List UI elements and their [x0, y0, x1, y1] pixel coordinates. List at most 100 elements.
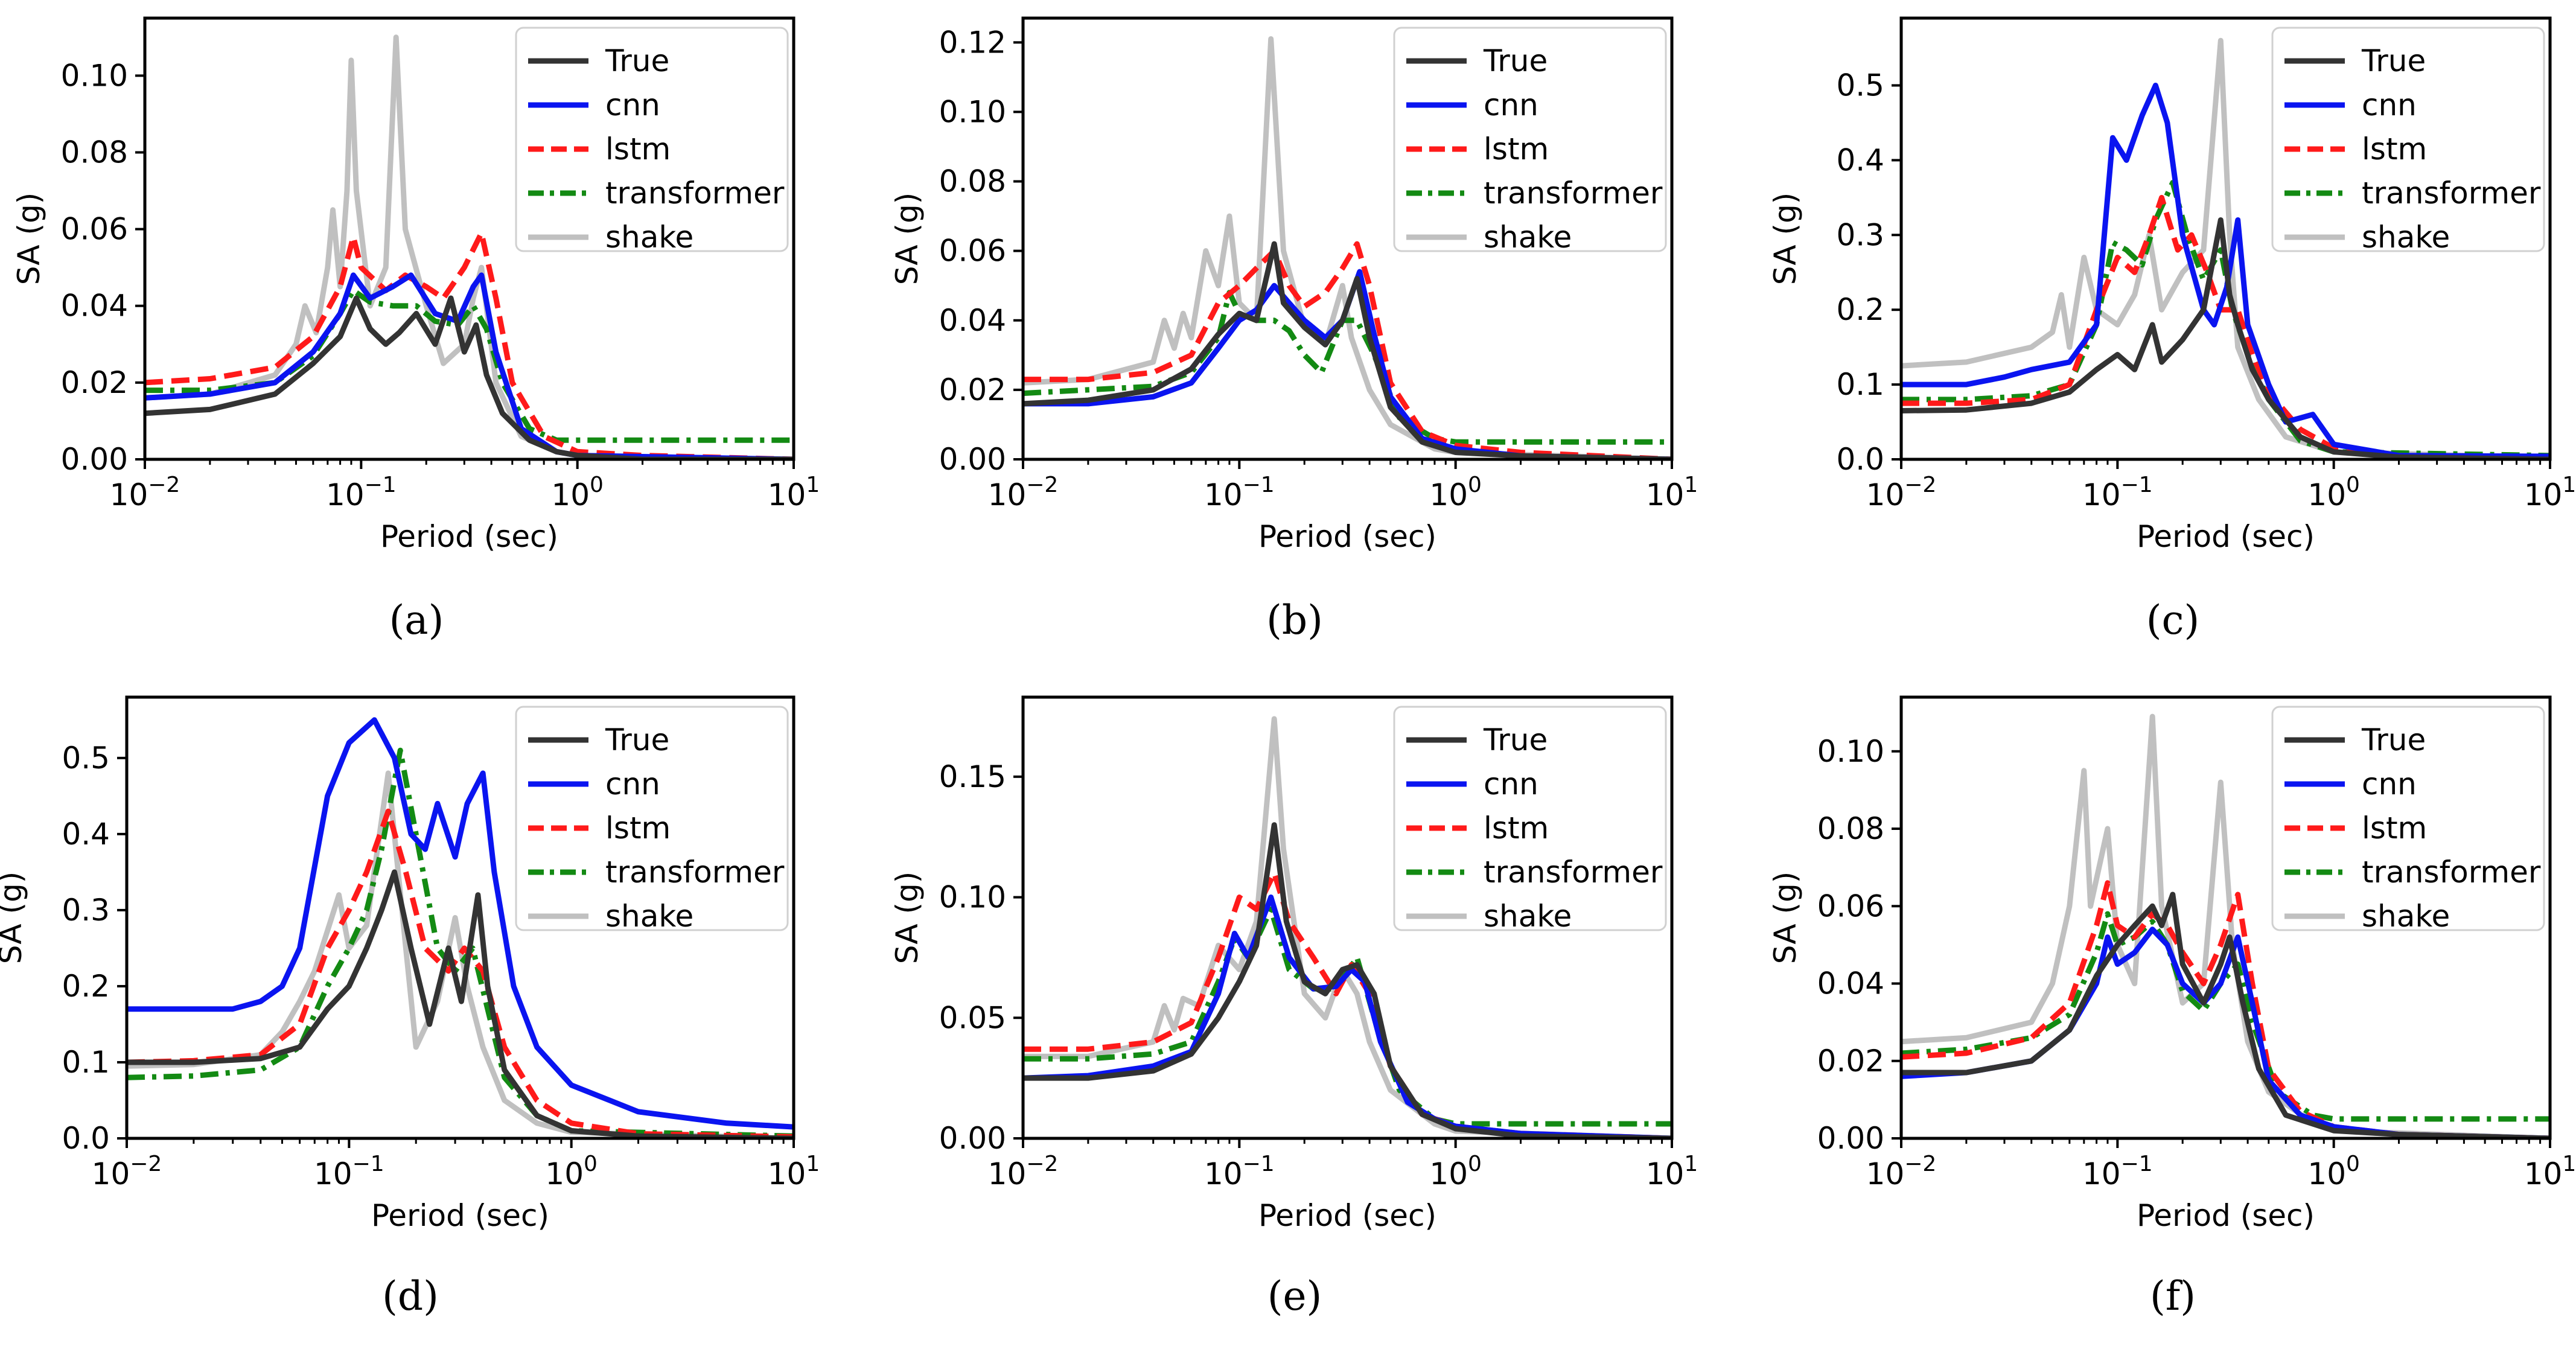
- x-tick-label: 10−2: [92, 1152, 162, 1191]
- x-tick-label: 10−1: [314, 1152, 384, 1191]
- x-tick-label: 101: [768, 473, 820, 512]
- y-axis-label: SA (g): [1768, 193, 1803, 285]
- legend-label-shake: shake: [2362, 220, 2450, 255]
- x-tick-label: 10−1: [2082, 1152, 2153, 1191]
- legend-label-transformer: transformer: [605, 855, 785, 890]
- y-tick-label: 0.10: [939, 880, 1006, 915]
- series-true-line: [1023, 822, 1672, 1138]
- legend-label-shake: shake: [605, 899, 693, 934]
- series-lstm-line: [145, 230, 794, 459]
- legend-label-transformer: transformer: [1484, 855, 1663, 890]
- x-tick-label: 10−1: [1204, 1152, 1275, 1191]
- y-tick-label: 0.06: [1817, 888, 1884, 923]
- series-cnn-line: [1023, 895, 1672, 1138]
- legend-label-true: True: [2361, 43, 2426, 78]
- y-tick-label: 0.2: [62, 969, 110, 1004]
- legend-label-cnn: cnn: [2362, 88, 2417, 123]
- y-tick-label: 0.06: [939, 234, 1006, 269]
- legend-label-true: True: [1483, 43, 1548, 78]
- x-axis-label: Period (sec): [380, 519, 558, 554]
- y-tick-label: 0.2: [1836, 292, 1884, 327]
- panel-caption: (c): [2146, 597, 2199, 643]
- plot-frame: [1899, 16, 2552, 461]
- panel-caption: (a): [389, 597, 444, 643]
- series-cnn-line: [1901, 83, 2550, 459]
- legend-label-true: True: [605, 43, 669, 78]
- legend-label-true: True: [2361, 722, 2426, 757]
- panel-f: 0.00 0.02 0.04 0.06 0.08 0.10 10−2 10−1 100 101 Pe…: [1768, 695, 2576, 1319]
- x-tick-label: 101: [2524, 473, 2576, 512]
- x-axis-label: Period (sec): [2137, 1198, 2315, 1233]
- y-tick-label: 0.05: [939, 1000, 1006, 1035]
- y-tick-label: 0.1: [1836, 367, 1884, 402]
- legend-label-lstm: lstm: [605, 811, 671, 846]
- panel-e: 0.00 0.05 0.10 0.15 10−2 10−1 100 101 Period (se…: [890, 695, 1698, 1319]
- legend-label-lstm: lstm: [2362, 132, 2427, 167]
- y-tick-label: 0.4: [62, 817, 110, 852]
- legend-label-shake: shake: [1484, 220, 1572, 255]
- series-group: [1901, 713, 2550, 1138]
- x-tick-label: 10−2: [1866, 1152, 1937, 1191]
- y-tick-label: 0.06: [61, 212, 128, 247]
- y-tick-label: 0.00: [939, 442, 1006, 477]
- panel-caption: (d): [382, 1273, 439, 1319]
- series-transformer-line: [1023, 907, 1672, 1127]
- x-tick-label: 10−2: [988, 1152, 1059, 1191]
- y-tick-label: 0.08: [1817, 811, 1884, 846]
- legend-label-transformer: transformer: [605, 176, 785, 211]
- legend-label-shake: shake: [2362, 899, 2450, 934]
- y-axis-label: SA (g): [0, 872, 28, 965]
- panel-caption: (e): [1267, 1273, 1322, 1319]
- legend-label-cnn: cnn: [1484, 767, 1538, 802]
- y-tick-label: 0.02: [939, 372, 1006, 407]
- x-tick-label: 10−1: [2082, 473, 2153, 512]
- legend-label-true: True: [605, 722, 669, 757]
- x-tick-label: 101: [1646, 473, 1698, 512]
- series-group: [127, 717, 794, 1138]
- series-shake-line: [127, 770, 794, 1138]
- panel-caption: (f): [2150, 1273, 2196, 1319]
- y-tick-label: 0.5: [62, 741, 110, 776]
- series-cnn-line: [127, 717, 794, 1130]
- y-axis-label: SA (g): [890, 872, 925, 965]
- series-group: [145, 34, 794, 459]
- series-shake-line: [1023, 716, 1672, 1138]
- series-group: [1023, 36, 1672, 459]
- y-tick-label: 0.10: [61, 58, 128, 93]
- legend-label-lstm: lstm: [605, 132, 671, 167]
- series-true-line: [1023, 241, 1672, 459]
- series-transformer-line: [127, 747, 794, 1138]
- y-tick-label: 0.4: [1836, 142, 1884, 177]
- panel-caption: (b): [1266, 597, 1323, 643]
- y-tick-label: 0.02: [1817, 1044, 1884, 1079]
- panel-c: 0.0 0.1 0.2 0.3 0.4 0.5 10−2 10−1 100 101 Period (…: [1768, 16, 2576, 643]
- x-tick-label: 100: [551, 473, 604, 512]
- series-transformer-line: [145, 287, 794, 443]
- x-tick-label: 10−1: [326, 473, 397, 512]
- x-tick-label: 101: [768, 1152, 820, 1191]
- y-axis-label: SA (g): [1768, 872, 1803, 965]
- series-true-line: [1901, 217, 2550, 459]
- series-true-line: [145, 295, 794, 459]
- plot-frame: [1899, 695, 2552, 1140]
- y-tick-label: 0.08: [61, 135, 128, 170]
- y-tick-label: 0.04: [1817, 966, 1884, 1001]
- x-axis-label: Period (sec): [2137, 519, 2315, 554]
- legend-label-cnn: cnn: [605, 767, 660, 802]
- legend-label-cnn: cnn: [605, 88, 660, 123]
- legend-label-lstm: lstm: [1484, 811, 1549, 846]
- x-tick-label: 10−2: [110, 473, 180, 512]
- y-tick-label: 0.00: [1817, 1121, 1884, 1156]
- legend-label-cnn: cnn: [1484, 88, 1538, 123]
- y-tick-label: 0.04: [61, 289, 128, 324]
- y-tick-label: 0.3: [1836, 217, 1884, 252]
- series-lstm-line: [1023, 870, 1672, 1138]
- series-cnn-line: [1901, 926, 2550, 1138]
- plot-frame: [125, 695, 795, 1140]
- series-true-line: [127, 869, 794, 1138]
- legend-label-lstm: lstm: [1484, 132, 1549, 167]
- x-tick-label: 100: [545, 1152, 598, 1191]
- y-tick-label: 0.08: [939, 164, 1006, 199]
- y-tick-label: 0.0: [1836, 442, 1884, 477]
